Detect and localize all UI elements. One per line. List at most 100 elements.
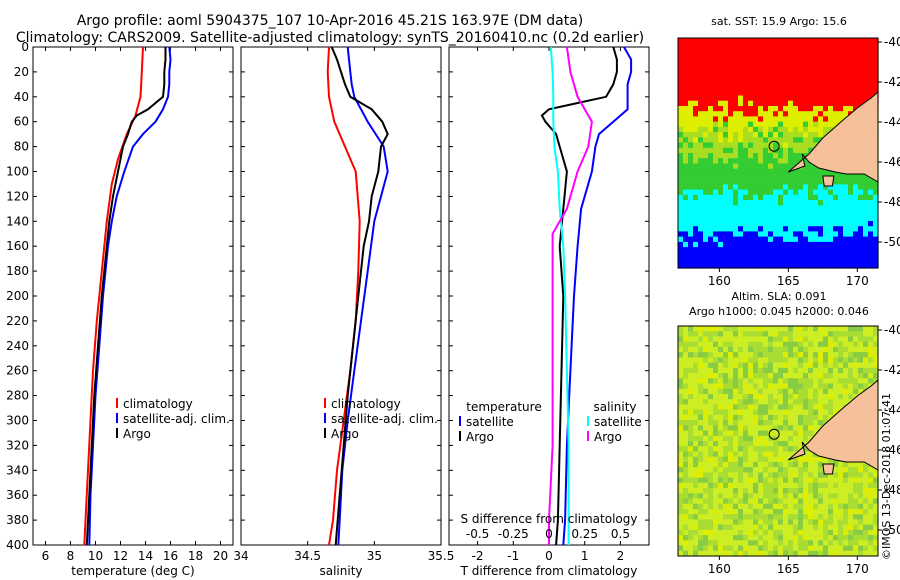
map-cell [793, 336, 799, 343]
map-cell [808, 352, 814, 358]
map-cell [813, 394, 819, 400]
map-cell [853, 262, 859, 269]
map-cell [783, 430, 789, 437]
map-cell [788, 43, 794, 49]
map-cell [863, 189, 869, 196]
map-cell [783, 215, 789, 222]
map-cell [818, 173, 824, 180]
map-cell [798, 173, 804, 180]
map-cell [808, 467, 814, 473]
map-cell [783, 524, 789, 531]
map-cell [733, 357, 739, 364]
map-cell [853, 524, 859, 531]
map-cell [708, 90, 714, 97]
map-cell [848, 503, 854, 510]
map-cell [843, 90, 849, 97]
map-cell [713, 158, 719, 164]
map-cell [843, 64, 849, 70]
map-cell [843, 257, 849, 264]
map-cell [773, 142, 779, 149]
map-cell [823, 378, 829, 385]
map-cell [728, 241, 734, 248]
map-cell [768, 503, 774, 510]
map-cell [853, 477, 859, 484]
map-cell [828, 95, 834, 102]
map-cell [678, 153, 684, 159]
map-cell [743, 446, 749, 452]
map-cell [728, 226, 734, 232]
map-cell [848, 482, 854, 489]
map-cell [723, 529, 729, 536]
map-cell [848, 540, 854, 547]
map-cell [753, 221, 759, 227]
map-cell [853, 69, 859, 76]
map-cell [753, 378, 759, 385]
map-cell [763, 420, 769, 426]
map-cell [788, 38, 794, 44]
map-cell [773, 503, 779, 510]
map-cell [703, 38, 709, 44]
map-cell [733, 158, 739, 164]
map-cell [758, 226, 764, 232]
map-cell [703, 404, 709, 411]
map-cell [693, 137, 699, 144]
map-cell [753, 48, 759, 55]
map-cell [703, 121, 709, 128]
map-cell [788, 341, 794, 348]
map-cell [738, 472, 744, 479]
map-cell [818, 404, 824, 411]
map-cell [678, 221, 684, 227]
map-cell [763, 184, 769, 191]
map-cell [688, 215, 694, 222]
map-cell [698, 85, 704, 91]
map-cell [728, 90, 734, 97]
map-cell [748, 205, 754, 212]
map-cell [738, 461, 744, 468]
map-cell [778, 142, 784, 149]
map-cell [718, 336, 724, 343]
map-cell [738, 184, 744, 191]
map-cell [833, 409, 839, 416]
map-cell [733, 79, 739, 86]
map-cell [823, 362, 829, 369]
map-cell [723, 493, 729, 500]
map-cell [793, 399, 799, 405]
map-cell [743, 357, 749, 364]
map-cell [748, 404, 754, 411]
map-cell [758, 373, 764, 379]
map-cell [798, 64, 804, 70]
map-cell [853, 215, 859, 222]
map-cell [808, 509, 814, 515]
map-cell [843, 482, 849, 489]
map-cell [788, 493, 794, 500]
map-cell [738, 236, 744, 243]
map-cell [828, 168, 834, 175]
map-cell [803, 158, 809, 164]
map-cell [688, 540, 694, 547]
map-cell [778, 194, 784, 201]
map-cell [763, 236, 769, 243]
map-cell [768, 430, 774, 437]
map-cell [843, 529, 849, 536]
map-cell [808, 43, 814, 49]
map-cell [768, 529, 774, 536]
map-cell [683, 226, 689, 232]
map-cell [773, 399, 779, 405]
map-cell [683, 488, 689, 494]
map-cell [733, 493, 739, 500]
map-cell [768, 137, 774, 144]
map-cell [683, 467, 689, 473]
map-cell [798, 241, 804, 248]
map-cell [773, 64, 779, 70]
map-cell [763, 367, 769, 374]
map-cell [798, 247, 804, 253]
map-cell [763, 394, 769, 400]
map-cell [873, 472, 879, 479]
map-cell [688, 535, 694, 541]
map-cell [698, 252, 704, 259]
map-cell [718, 352, 724, 358]
map-cell [758, 430, 764, 437]
map-cell [858, 189, 864, 196]
map-cell [863, 472, 869, 479]
map-cell [768, 179, 774, 185]
